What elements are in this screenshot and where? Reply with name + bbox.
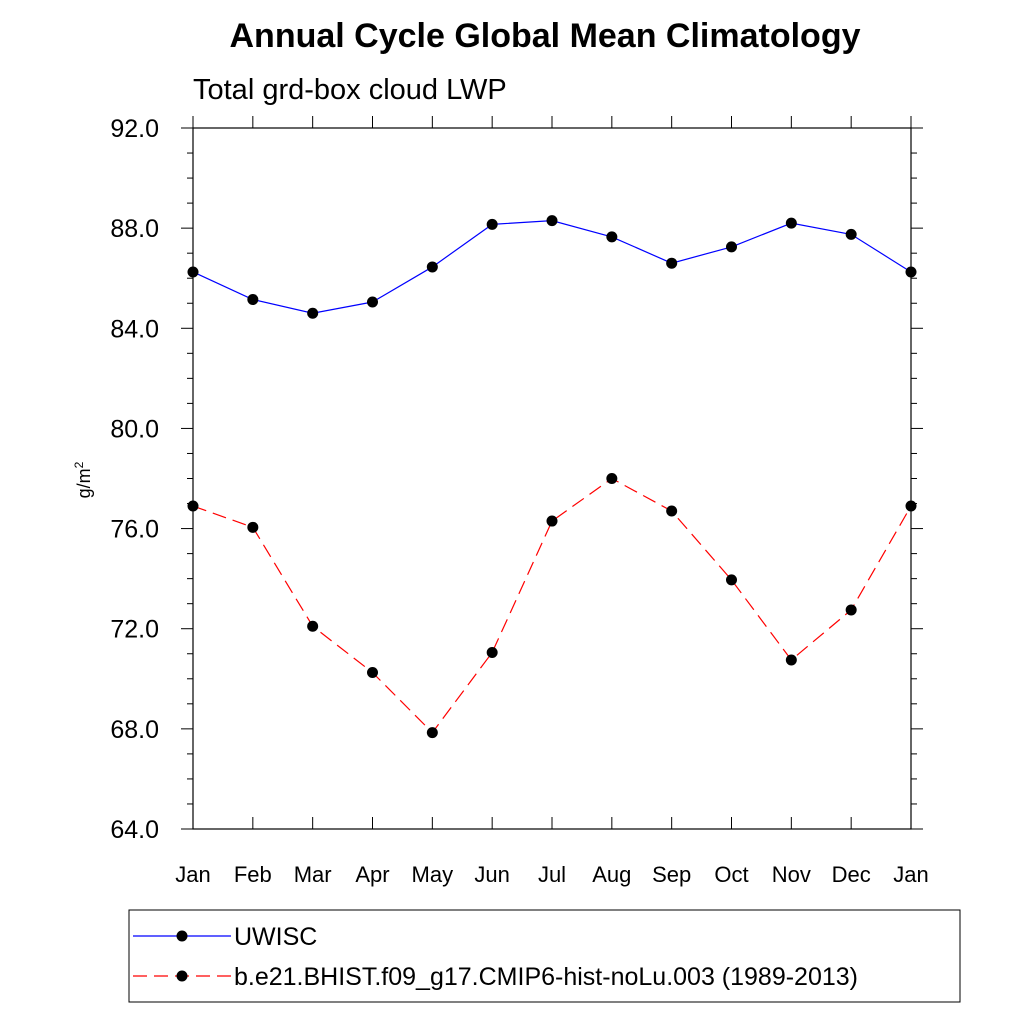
series-2-point [307, 620, 319, 632]
x-tick-label: Nov [772, 862, 811, 887]
series-2-point [845, 604, 857, 616]
y-tick-label: 68.0 [110, 716, 159, 744]
x-tick-label: Jul [538, 862, 566, 887]
y-tick-label: 88.0 [110, 215, 159, 243]
series-1-point [606, 231, 618, 243]
chart-title: Annual Cycle Global Mean Climatology [230, 17, 861, 55]
legend-marker-1 [176, 930, 188, 942]
chart-subtitle: Total grd-box cloud LWP [193, 74, 507, 106]
x-tick-label: Apr [355, 862, 389, 887]
series-1-point [307, 307, 319, 319]
series-1-point [785, 217, 797, 229]
series-1-point [187, 266, 199, 278]
y-axis-label-superscript: 2 [72, 461, 86, 468]
legend-marker-2 [176, 970, 188, 982]
series-1-point [546, 215, 558, 227]
legend-box [128, 909, 961, 1003]
x-tick-label: Sep [652, 862, 691, 887]
series-2-point [247, 521, 259, 533]
series-1-point [666, 257, 678, 269]
x-tick-label: Jun [474, 862, 509, 887]
legend: UWISC b.e21.BHIST.f09_g17.CMIP6-hist-noLu… [128, 909, 961, 1003]
series-1-point [486, 218, 498, 230]
series-1-point [726, 241, 737, 253]
series-1-point [367, 296, 378, 308]
x-tick-label: Jan [175, 862, 210, 887]
y-tick-label: 80.0 [110, 415, 159, 443]
x-tick-label: May [412, 862, 454, 887]
series-2-point [367, 667, 378, 679]
series-2-point [187, 500, 199, 512]
plot-frame [192, 127, 912, 830]
x-tick-label: Oct [714, 862, 748, 887]
series-1-point [905, 266, 917, 278]
series-2-point [426, 727, 438, 739]
y-tick-label: 84.0 [110, 315, 159, 343]
x-tick-label: Aug [592, 862, 631, 887]
series-2-point [666, 505, 678, 517]
series-2-point [546, 515, 558, 527]
y-tick-label: 76.0 [110, 516, 159, 544]
svg-text:g/m2: g/m2 [72, 461, 94, 498]
y-tick-label: 92.0 [110, 115, 159, 143]
y-tick-label: 64.0 [110, 816, 159, 844]
series-2-point [905, 500, 917, 512]
plot-area: 64.0 68.0 72.0 76.0 80.0 84.0 88.0 92.0 Jan Feb Ma… [110, 115, 928, 887]
series-2-point [606, 473, 618, 484]
y-axis-label-text: g/m [74, 468, 94, 498]
x-tick-label: Mar [294, 862, 332, 887]
legend-label-1: UWISC [234, 923, 317, 951]
x-tick-label: Jan [893, 862, 928, 887]
series-1-point [845, 228, 857, 240]
y-axis-label: g/m2 [72, 461, 94, 498]
y-tick-label: 72.0 [110, 616, 159, 644]
x-tick-label: Feb [234, 862, 272, 887]
x-tick-label: Dec [832, 862, 871, 887]
series-1-point [426, 261, 438, 273]
series-2-point [726, 574, 737, 586]
series-line-1 [192, 220, 912, 314]
series-1-point [247, 293, 259, 305]
legend-label-2: b.e21.BHIST.f09_g17.CMIP6-hist-noLu.003 … [234, 963, 858, 991]
series-2-point [785, 654, 797, 666]
series-2-point [486, 646, 498, 658]
